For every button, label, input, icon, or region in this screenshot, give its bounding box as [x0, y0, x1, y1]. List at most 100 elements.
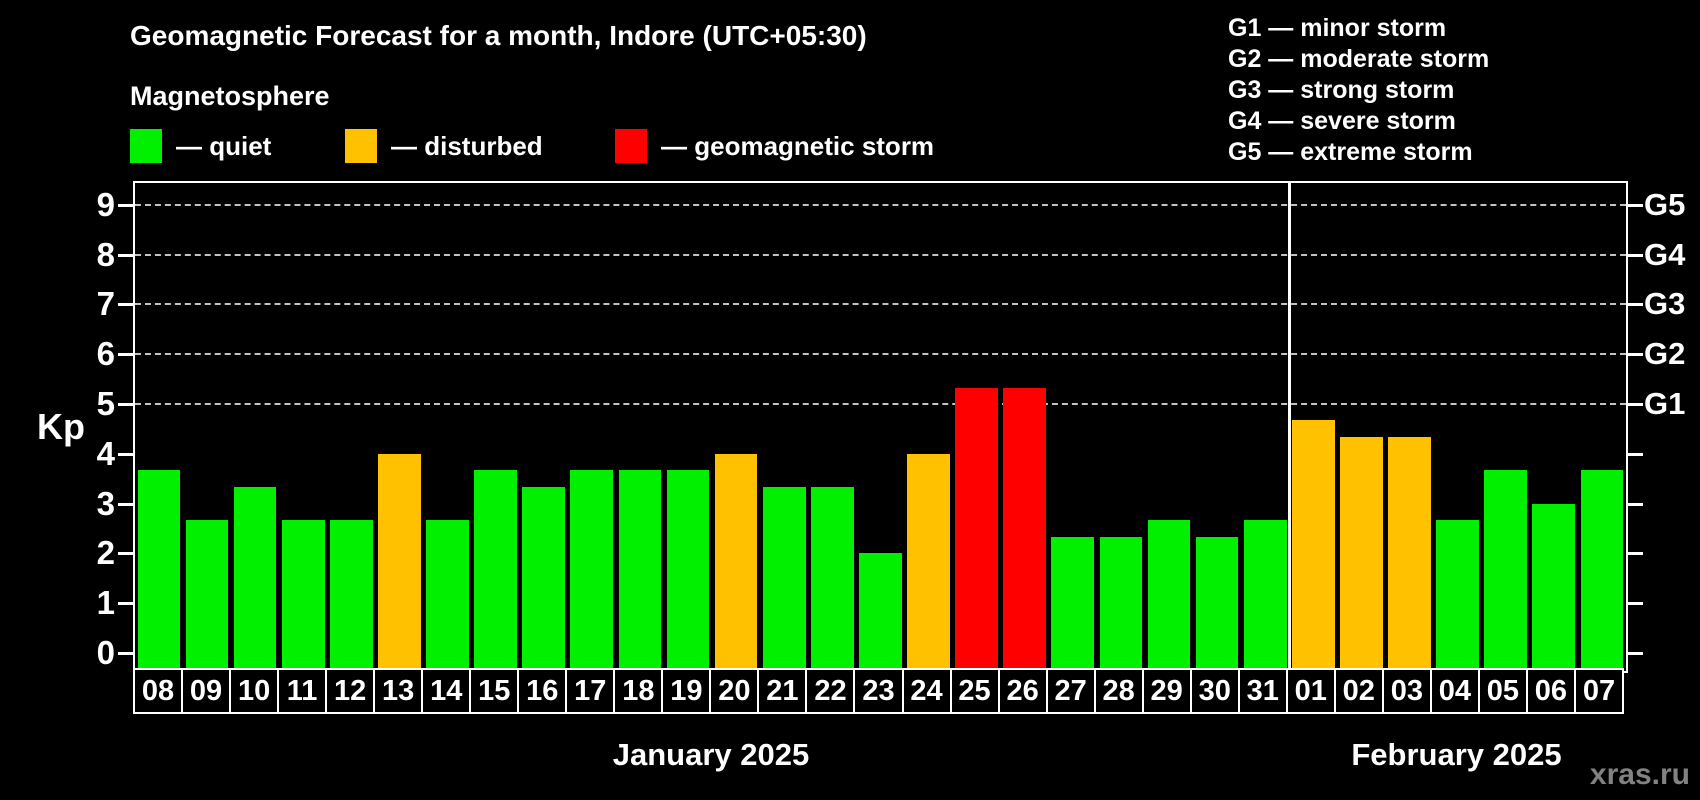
kp-bar-10 — [233, 487, 277, 671]
right-axis-label-g5: G5 — [1644, 186, 1686, 222]
storm-scale-legend: G1 — minor storm G2 — moderate storm G3 — … — [1228, 13, 1489, 168]
gridline-kp8 — [135, 253, 1626, 256]
legend-label-quiet: — quiet — [176, 130, 272, 161]
kp-bar-24 — [907, 453, 950, 671]
y-tick-left-7 — [118, 303, 133, 307]
date-label-17: 17 — [565, 668, 616, 714]
date-label-02: 02 — [1333, 668, 1384, 714]
storm-swatch-icon — [615, 129, 647, 163]
date-label-03: 03 — [1381, 668, 1432, 714]
y-tick-label-6: 6 — [96, 335, 115, 373]
y-tick-right-6 — [1628, 353, 1643, 357]
kp-bar-01 — [1291, 420, 1335, 671]
date-label-06: 06 — [1525, 668, 1576, 714]
date-label-13: 13 — [373, 668, 424, 714]
date-label-22: 22 — [805, 668, 856, 714]
date-label-25: 25 — [949, 668, 1000, 714]
x-axis-date-row: 08 09 10 11 12 13 14 15 16 17 18 19 20 21 22 23 24 25 26 27… — [133, 668, 1624, 714]
y-tick-label-1: 1 — [96, 584, 115, 622]
legend-label-disturbed: — disturbed — [391, 130, 543, 161]
kp-bar-04 — [1436, 520, 1479, 671]
date-label-15: 15 — [469, 668, 520, 714]
page-title: Geomagnetic Forecast for a month, Indore… — [130, 20, 867, 51]
kp-bar-23 — [859, 553, 902, 671]
kp-bar-11 — [281, 520, 325, 671]
date-label-09: 09 — [181, 668, 232, 714]
y-tick-right-7 — [1628, 303, 1643, 307]
y-tick-label-8: 8 — [96, 235, 115, 273]
status-legend: — quiet — disturbed — geomagnetic storm — [130, 126, 1090, 166]
date-label-01: 01 — [1285, 668, 1336, 714]
date-label-30: 30 — [1189, 668, 1240, 714]
date-label-31: 31 — [1237, 668, 1288, 714]
kp-bar-16 — [522, 487, 566, 671]
y-axis-title: Kp — [37, 406, 85, 447]
right-axis-label-g3: G3 — [1644, 286, 1686, 322]
y-tick-label-5: 5 — [96, 385, 115, 422]
kp-bar-28 — [1099, 536, 1143, 671]
watermark-xras: xras.ru — [1589, 758, 1690, 791]
date-label-29: 29 — [1141, 668, 1192, 714]
kp-bar-18 — [618, 470, 662, 671]
kp-bar-30 — [1195, 536, 1239, 671]
magnetosphere-subtitle: Magnetosphere — [130, 81, 330, 111]
date-label-20: 20 — [709, 668, 760, 714]
y-tick-right-1 — [1628, 602, 1643, 606]
y-tick-left-6 — [118, 353, 133, 357]
kp-bar-22 — [810, 487, 854, 671]
date-label-19: 19 — [661, 668, 712, 714]
date-label-18: 18 — [613, 668, 664, 714]
kp-bar-03 — [1388, 437, 1431, 671]
gridline-kp5 — [135, 403, 1626, 405]
storm-legend-line-g1: G1 — minor storm — [1228, 14, 1447, 42]
right-axis-label-g4: G4 — [1644, 236, 1686, 272]
y-tick-right-5 — [1628, 403, 1643, 406]
date-label-08: 08 — [133, 668, 184, 714]
y-tick-label-9: 9 — [96, 185, 115, 223]
y-tick-label-3: 3 — [96, 484, 115, 522]
legend-item-storm: — geomagnetic storm — [615, 126, 934, 166]
y-tick-right-3 — [1628, 502, 1643, 506]
date-label-24: 24 — [901, 668, 952, 714]
kp-bar-15 — [474, 470, 517, 671]
gridline-kp9 — [135, 203, 1626, 206]
date-label-16: 16 — [517, 668, 568, 714]
y-tick-label-7: 7 — [96, 285, 115, 323]
kp-bar-21 — [762, 487, 806, 671]
date-label-26: 26 — [997, 668, 1048, 714]
kp-bar-07 — [1580, 470, 1624, 671]
kp-bar-06 — [1532, 503, 1576, 671]
y-tick-left-1 — [118, 602, 133, 606]
month-separator-line — [1287, 183, 1291, 671]
storm-legend-line-g5: G5 — extreme storm — [1228, 138, 1473, 166]
kp-bar-19 — [666, 470, 710, 671]
y-tick-left-2 — [118, 552, 133, 556]
date-label-21: 21 — [757, 668, 808, 714]
month-label-january: January 2025 — [612, 737, 810, 772]
date-label-23: 23 — [853, 668, 904, 714]
kp-bar-12 — [329, 520, 373, 671]
date-label-05: 05 — [1477, 668, 1528, 714]
y-tick-left-0 — [118, 652, 133, 655]
kp-bar-05 — [1484, 470, 1527, 671]
y-tick-right-8 — [1628, 253, 1643, 257]
legend-item-disturbed: — disturbed — [345, 126, 543, 166]
legend-item-quiet: — quiet — [130, 126, 271, 166]
kp-bar-13 — [378, 453, 421, 671]
storm-legend-line-g4: G4 — severe storm — [1228, 107, 1456, 135]
y-tick-left-8 — [118, 253, 133, 257]
y-tick-left-4 — [118, 452, 133, 456]
kp-bar-14 — [426, 520, 469, 671]
kp-bar-08 — [137, 470, 181, 671]
gridline-kp7 — [135, 303, 1626, 306]
date-label-28: 28 — [1093, 668, 1144, 714]
date-label-10: 10 — [229, 668, 280, 714]
date-label-07: 07 — [1573, 668, 1624, 714]
gridline-kp6 — [135, 353, 1626, 356]
storm-legend-line-g2: G2 — moderate storm — [1228, 45, 1490, 73]
kp-bar-02 — [1340, 437, 1383, 671]
month-label-february: February 2025 — [1351, 737, 1562, 772]
storm-legend-line-g3: G3 — strong storm — [1228, 76, 1455, 104]
y-tick-left-5 — [118, 403, 133, 406]
